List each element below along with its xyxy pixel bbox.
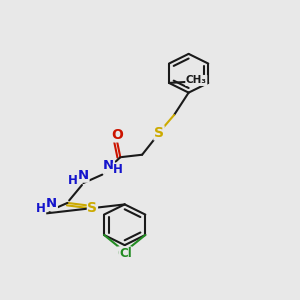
Text: N: N	[103, 159, 114, 172]
Text: H: H	[68, 174, 78, 187]
Text: N: N	[78, 169, 89, 182]
Text: H: H	[113, 163, 123, 176]
Text: Cl: Cl	[119, 247, 132, 260]
Text: S: S	[154, 126, 164, 140]
Text: Cl: Cl	[117, 247, 130, 260]
Text: H: H	[36, 202, 46, 215]
Text: CH₃: CH₃	[186, 76, 207, 85]
Text: S: S	[87, 201, 98, 215]
Text: O: O	[111, 128, 123, 142]
Text: N: N	[46, 197, 57, 210]
